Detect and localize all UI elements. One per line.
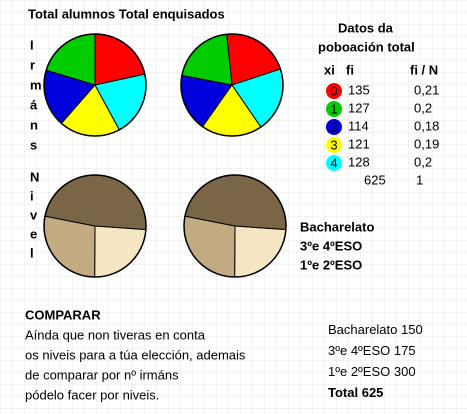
xi-dot (326, 101, 342, 117)
xi: 3 (330, 137, 337, 152)
total-number: 625 (362, 385, 384, 400)
xi-dot (326, 155, 342, 171)
level-legend: 1ºe 2ºESO (300, 257, 362, 272)
fi: 114 (348, 118, 369, 133)
level-legend: 3ºe 4ºESO (300, 238, 362, 253)
rel: 0,19 (414, 136, 439, 151)
side-letter: r (30, 57, 35, 72)
pie-outline (183, 174, 287, 278)
compare-line: Aínda que non tiveras en conta (25, 327, 206, 342)
col-header: fi / N (410, 62, 438, 77)
compare-line: os niveis para a túa elección, ademais (25, 347, 246, 362)
total-label: Total (328, 385, 358, 400)
col-header: xi (324, 62, 335, 77)
col-header: fi (346, 62, 354, 77)
side-letter: N (30, 169, 39, 184)
side-letter: l (30, 245, 34, 260)
level-number: 150 (401, 322, 423, 337)
side-letter: s (30, 137, 37, 152)
level-name: Bacharelato (328, 322, 397, 337)
side-letter: m (30, 77, 42, 92)
xi: 0 (330, 83, 337, 98)
fi: 128 (348, 154, 370, 169)
side-letter: á (30, 97, 38, 112)
xi: 4 (330, 155, 337, 170)
side-letter: v (30, 207, 38, 222)
title: Total alumnos Total enquisados (28, 6, 225, 21)
pie-outline (43, 33, 147, 137)
side-letter: I (30, 37, 34, 52)
total-count: Total 625 (328, 385, 383, 400)
level-count: Bacharelato 150 (328, 322, 423, 337)
pie-outline (180, 33, 284, 137)
compare-line: de comparar por nº irmáns (25, 367, 179, 382)
compare-title: COMPARAR (25, 307, 101, 322)
compare-line: pódelo facer por niveis. (25, 387, 159, 402)
xi-dot (326, 119, 342, 135)
fi: 135 (348, 82, 370, 97)
level-count: 3ºe 4ºESO 175 (328, 343, 416, 358)
total-fi: 625 (364, 172, 386, 187)
data-title: poboación total (318, 39, 415, 54)
fi: 121 (348, 136, 370, 151)
xi: 1 (330, 101, 337, 116)
side-letter: e (30, 226, 37, 241)
total-rel: 1 (416, 172, 423, 187)
xi: 2 (330, 119, 337, 134)
fi: 127 (348, 100, 370, 115)
level-name: 1ºe 2ºESO (328, 364, 390, 379)
xi-dot (326, 137, 342, 153)
data-title: Datos da (338, 20, 394, 35)
level-number: 175 (394, 343, 416, 358)
side-letter: n (30, 117, 38, 132)
level-legend: Bacharelato (300, 219, 374, 234)
level-count: 1ºe 2ºESO 300 (328, 364, 416, 379)
rel: 0,21 (414, 82, 439, 97)
xi-dot (326, 83, 342, 99)
pie-outline (43, 174, 147, 278)
rel: 0,2 (414, 154, 432, 169)
level-number: 300 (394, 364, 416, 379)
rel: 0,2 (414, 100, 432, 115)
level-name: 3ºe 4ºESO (328, 343, 390, 358)
rel: 0,18 (414, 118, 439, 133)
side-letter: i (30, 188, 34, 203)
